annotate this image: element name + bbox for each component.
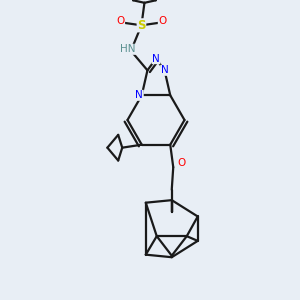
Text: S: S [137,19,146,32]
Text: N: N [161,65,168,75]
Text: N: N [136,90,143,100]
Text: O: O [178,158,186,168]
Text: HN: HN [120,44,136,54]
Text: N: N [152,54,160,64]
Text: O: O [116,16,124,26]
Text: O: O [158,16,166,26]
